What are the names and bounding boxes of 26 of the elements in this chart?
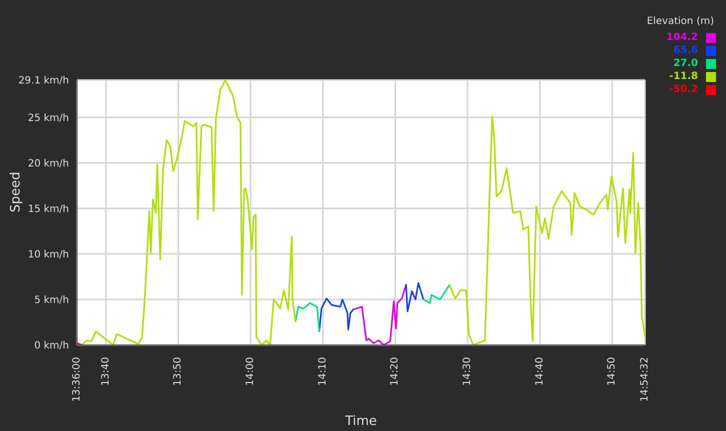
y-tick-label: 20 km/h — [28, 158, 69, 170]
y-tick-label: 0 km/h — [34, 340, 69, 352]
y-tick-label: 25 km/h — [28, 112, 69, 124]
y-tick-label: 5 km/h — [34, 295, 69, 306]
y-tick-label: 10 km/h — [28, 249, 69, 260]
legend-label: 104.2 — [666, 32, 698, 43]
x-tick-label: 13:36:00 — [72, 357, 82, 402]
x-tick-label: 14:54:32 — [640, 357, 650, 402]
x-tick-label: 14:50 — [606, 357, 618, 386]
legend-label: 65.6 — [673, 45, 698, 56]
legend-label: -11.8 — [669, 71, 698, 82]
x-tick-label: 14:30 — [462, 357, 474, 386]
x-tick-label: 13:50 — [172, 357, 184, 386]
x-tick-label: 13:40 — [100, 357, 112, 386]
x-axis-title: Time — [344, 414, 377, 429]
legend-label: -50.2 — [669, 84, 698, 95]
legend-label: 27.0 — [673, 58, 698, 69]
x-tick-label: 14:20 — [390, 357, 401, 386]
x-tick-label: 14:00 — [245, 357, 256, 386]
legend-title: Elevation (m) — [646, 16, 714, 27]
y-tick-label: 29.1 km/h — [18, 76, 69, 87]
line-series — [352, 284, 407, 345]
y-axis-title: Speed — [8, 172, 24, 212]
x-tick-label: 14:40 — [534, 357, 546, 386]
x-tick-label: 14:10 — [317, 357, 328, 386]
y-tick-label: 15 km/h — [28, 204, 69, 215]
